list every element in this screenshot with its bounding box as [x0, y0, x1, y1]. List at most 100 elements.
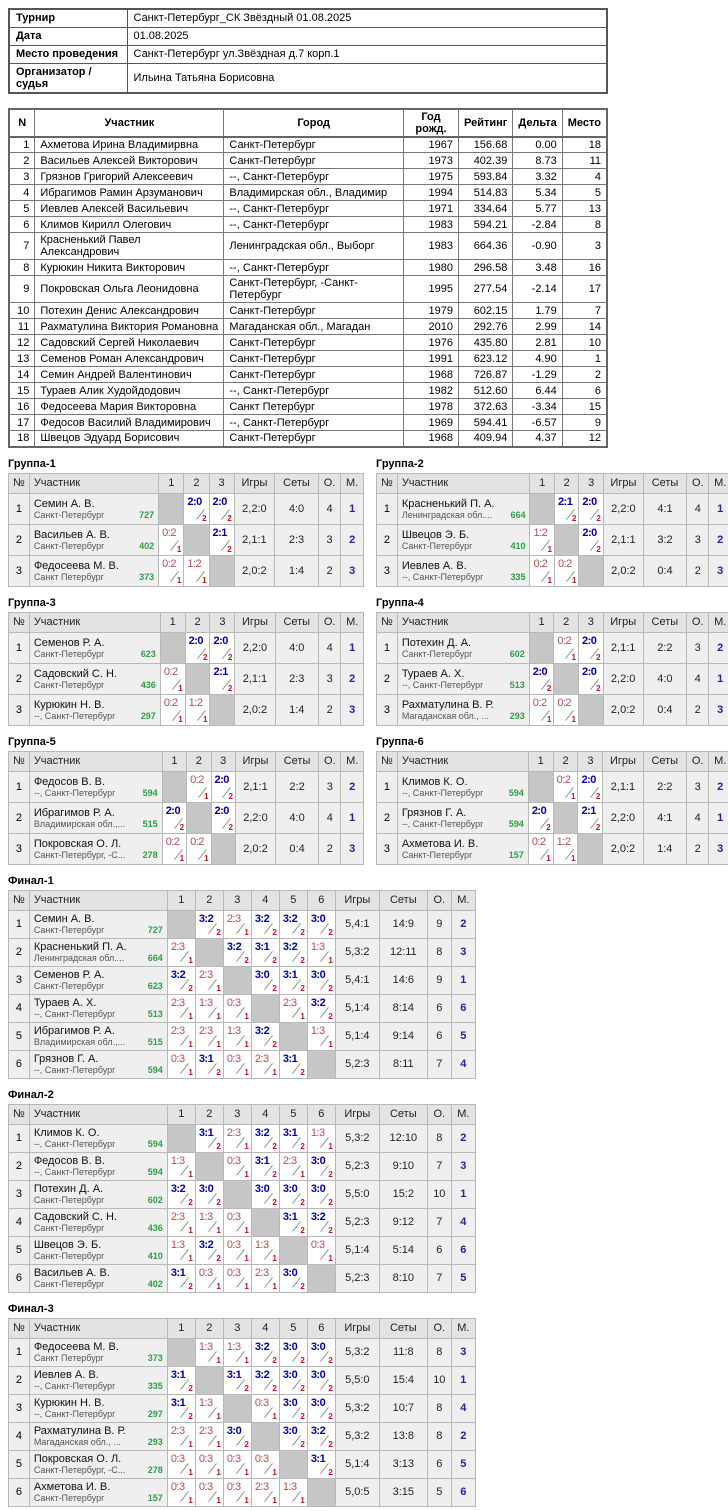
- place-cell: 3: [709, 833, 728, 864]
- self-cell: [251, 1208, 279, 1236]
- participant-number: 12: [9, 335, 35, 351]
- match-score: 3:0: [283, 1183, 297, 1195]
- match-score: 3:1: [199, 1127, 213, 1139]
- col-header-points: О.: [687, 612, 709, 632]
- participant-birth-year: 1968: [403, 431, 458, 447]
- col-header-participant: Участник: [29, 751, 162, 771]
- participant-birth-year: 1979: [403, 303, 458, 319]
- match-points: 2: [328, 928, 332, 937]
- participant-birth-year: 1978: [403, 399, 458, 415]
- self-cell: [167, 910, 195, 938]
- match-score: 1:3: [283, 1481, 297, 1493]
- match-score: 2:0: [213, 635, 227, 647]
- sets-cell: 13:8: [379, 1422, 427, 1450]
- participant-rating: 623: [141, 649, 156, 659]
- col-header-participant: Участник: [397, 473, 530, 493]
- match-col-header: 4: [251, 1318, 279, 1338]
- place-cell: 3: [451, 1152, 475, 1180]
- place-cell: 1: [709, 493, 728, 524]
- place-cell: 6: [451, 994, 475, 1022]
- row-number: 1: [9, 1338, 30, 1366]
- participants-col-header: Рейтинг: [459, 109, 513, 137]
- col-header-games: Игры: [603, 473, 643, 493]
- match-points: 2: [272, 1040, 276, 1049]
- match-score: 3:2: [311, 1425, 325, 1437]
- participant-rating: 410: [510, 541, 525, 551]
- points-cell: 3: [318, 663, 340, 694]
- sets-cell: 4:0: [275, 493, 319, 524]
- match-points: 1: [177, 576, 181, 585]
- match-score: 2:3: [227, 913, 241, 925]
- participant-place: 11: [562, 153, 607, 169]
- games-cell: 5,1:4: [335, 1236, 379, 1264]
- participant-name: Семин А. В.: [34, 498, 154, 510]
- match-score: 3:1: [171, 1397, 185, 1409]
- match-score: 1:3: [227, 1341, 241, 1353]
- match-col-header: 1: [160, 612, 185, 632]
- group-title: Группа-5: [8, 736, 364, 748]
- match-col-header: 3: [223, 1104, 251, 1124]
- match-score: 3:1: [311, 1453, 325, 1465]
- match-score: 2:1: [213, 527, 227, 539]
- self-cell: [184, 524, 209, 555]
- match-points: 2: [596, 545, 600, 554]
- match-points: 2: [300, 1142, 304, 1151]
- participant-city: --, Санкт-Петербург: [402, 788, 484, 798]
- match-score: 1:3: [311, 1025, 325, 1037]
- participant-birth-year: 1967: [403, 137, 458, 153]
- match-score: 1:2: [189, 697, 203, 709]
- col-header-points: О.: [318, 473, 340, 493]
- match-score: 0:3: [171, 1453, 185, 1465]
- match-points: 1: [571, 792, 575, 801]
- col-header-points: О.: [318, 612, 340, 632]
- participant-city: Санкт-Петербург: [224, 303, 404, 319]
- match-points: 2: [300, 1198, 304, 1207]
- row-number: 2: [377, 524, 398, 555]
- col-header-games: Игры: [235, 751, 275, 771]
- games-cell: 5,5:0: [335, 1366, 379, 1394]
- participant-name: Ибрагимов Рамин Арзуманович: [35, 185, 224, 201]
- match-score: 0:2: [533, 558, 547, 570]
- match-points: 1: [202, 576, 206, 585]
- games-cell: 5,3:2: [335, 938, 379, 966]
- match-points: 1: [216, 1040, 220, 1049]
- points-cell: 7: [427, 1050, 451, 1078]
- participant-name: Иевлев А. В.: [34, 1369, 163, 1381]
- self-cell: [579, 555, 603, 586]
- place-cell: 2: [341, 771, 364, 802]
- col-header-place: М.: [709, 751, 728, 771]
- match-points: 1: [244, 1496, 248, 1505]
- match-points: 2: [328, 1226, 332, 1235]
- match-points: 2: [596, 792, 600, 801]
- self-cell: [279, 1236, 307, 1264]
- match-score: 3:0: [311, 1397, 325, 1409]
- participant-rating: 515: [143, 819, 158, 829]
- row-number: 6: [9, 1050, 30, 1078]
- games-cell: 2,1:1: [235, 663, 275, 694]
- sets-cell: 3:13: [379, 1450, 427, 1478]
- match-score: 3:0: [311, 913, 325, 925]
- points-cell: 5: [427, 1478, 451, 1506]
